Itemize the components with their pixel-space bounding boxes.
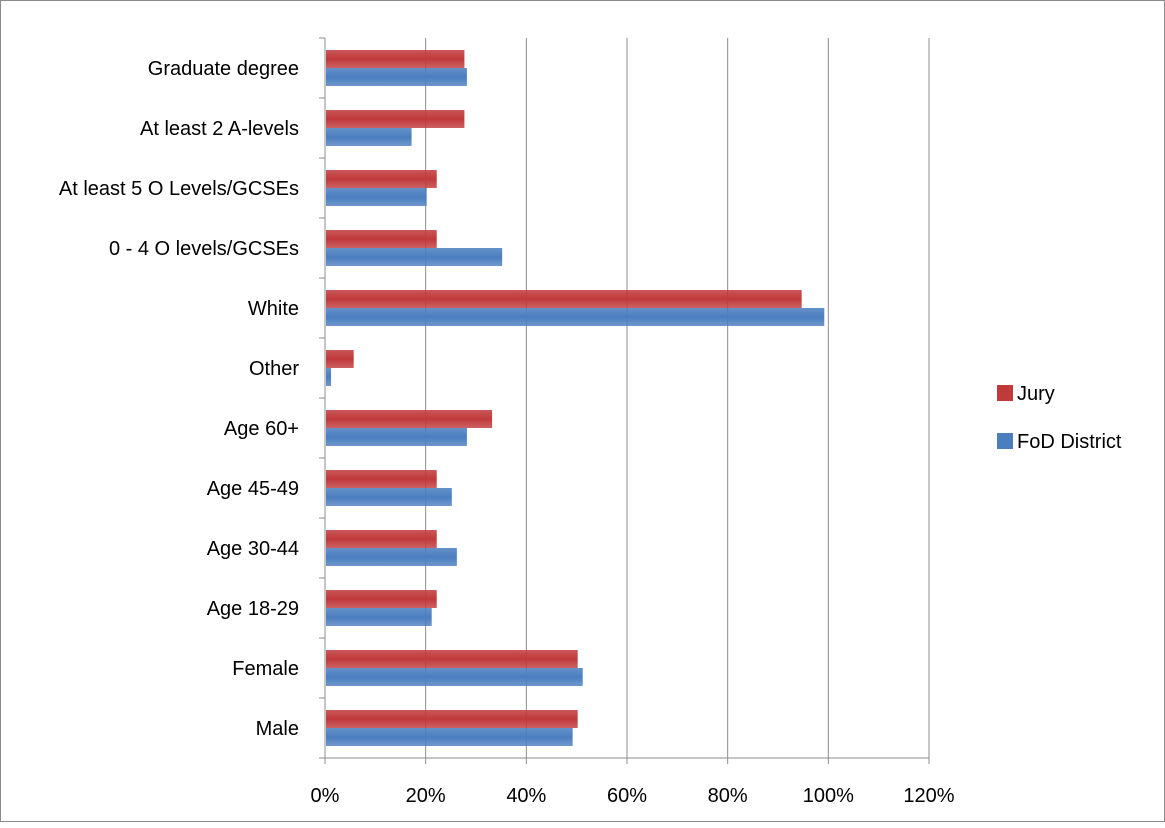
bar-fod-district [326,68,467,86]
bar-jury [326,350,354,368]
bar-jury [326,590,437,608]
bar-jury [326,650,578,668]
bars [326,50,825,746]
bar-jury [326,170,437,188]
bar-fod-district [326,668,583,686]
bar-fod-district [326,368,332,386]
category-label: At least 5 O Levels/GCSEs [59,178,299,200]
labels: 0% 20% 40% 60% 80% 100% 120% Male Female Age 18-2… [59,58,955,807]
legend-swatch [997,385,1013,401]
bar-jury [326,410,493,428]
category-label: Age 60+ [224,418,299,440]
x-tick-label: 60% [607,785,647,807]
bar-fod-district [326,728,573,746]
bar-fod-district [326,188,427,206]
bar-fod-district [326,128,412,146]
axes [319,37,930,764]
x-tick-label: 120% [903,785,954,807]
category-label: At least 2 A-levels [140,118,299,140]
category-label: Male [256,718,299,740]
legend: Jury FoD District [997,383,1122,453]
legend-label: Jury [1017,383,1055,405]
x-tick-label: 100% [803,785,854,807]
bar-jury [326,110,465,128]
category-label: Graduate degree [148,58,299,80]
bar-fod-district [326,608,432,626]
x-tick-label: 0% [311,785,340,807]
bar-jury [326,530,437,548]
category-label: Female [232,658,299,680]
bar-jury [326,470,437,488]
legend-swatch [997,433,1013,449]
bar-fod-district [326,248,503,266]
x-tick-label: 40% [506,785,546,807]
category-label: Age 45-49 [207,478,299,500]
category-label: Age 18-29 [207,598,299,620]
bar-fod-district [326,548,457,566]
x-tick-label: 20% [406,785,446,807]
bar-fod-district [326,428,467,446]
legend-label: FoD District [1017,431,1122,453]
x-tick-label: 80% [708,785,748,807]
bar-jury [326,50,465,68]
gridlines [425,38,930,758]
bar-jury [326,710,578,728]
category-label: Other [249,358,299,380]
bar-jury [326,290,802,308]
category-label: 0 - 4 O levels/GCSEs [109,238,299,260]
bar-fod-district [326,308,825,326]
bar-jury [326,230,437,248]
category-label: Age 30-44 [207,538,299,560]
category-label: White [248,298,299,320]
bar-fod-district [326,488,452,506]
